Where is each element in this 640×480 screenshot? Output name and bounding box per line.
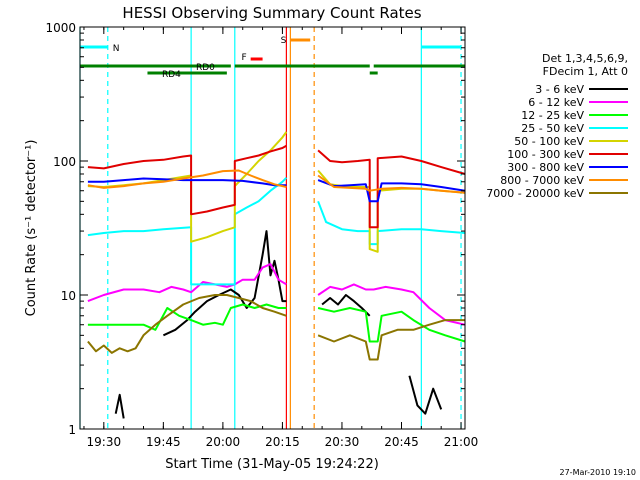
series-line-800-7000-kev-1 [87,169,287,189]
series-300-800-kev [87,177,466,203]
plot-frame [79,26,466,430]
series-line-3-6-kev-2 [162,230,287,337]
x-tick-label: 19:45 [146,435,181,449]
series-line-300-800-kev-2 [317,179,466,203]
series-line-100-300-kev-2 [317,149,466,229]
flag-label-rd4: RD4 [162,70,181,80]
legend-label-12-25-kev: 12 - 25 keV [521,109,584,122]
x-tick-label: 19:30 [87,435,122,449]
series-line-7000-20000-kev-1 [87,294,287,354]
y-tick-label: 100 [53,155,76,169]
series-line-3-6-kev-1 [114,393,125,419]
series-line-6-12-kev-1 [87,263,287,303]
flag-label-f: F [241,53,246,63]
y-tick-label: 10 [61,289,76,303]
legend: Det 1,3,4,5,6,9,FDecim 1, Att 0 3 - 6 keV… [486,52,628,200]
legend-label-25-50-kev: 25 - 50 keV [521,122,584,135]
series-line-25-50-kev-2 [317,200,466,246]
series-800-7000-kev [87,169,466,194]
series-6-12-kev [87,263,466,326]
series-25-50-kev [87,177,466,286]
series-line-300-800-kev-1 [87,177,287,187]
y-axis-ticks: 1 10 100 1000 [45,21,465,437]
legend-label-3-6-kev: 3 - 6 keV [535,83,584,96]
x-axis-ticks: 19:30 19:45 20:00 20:15 20:30 20:45 21:00 [83,27,479,449]
x-tick-label: 20:15 [265,435,300,449]
legend-header-1: Det 1,3,4,5,6,9, [542,52,628,65]
y-tick-label: 1 [68,423,76,437]
series-100-300-kev [87,144,466,229]
legend-label-50-100-kev: 50 - 100 keV [514,135,584,148]
legend-label-800-7000-kev: 800 - 7000 keV [500,174,584,187]
x-axis-label: Start Time (31-May-05 19:24:22) [165,457,379,472]
legend-label-6-12-kev: 6 - 12 keV [528,96,584,109]
series-12-25-kev [87,303,466,343]
plot-content [79,27,466,429]
flag-label-n: N [113,44,120,54]
flag-label-rd0: RD0 [196,63,215,73]
series-line-12-25-kev-2 [317,307,466,343]
y-axis-label: Count Rate (s⁻¹ detector⁻¹) [24,140,39,317]
series-line-800-7000-kev-2 [317,174,466,194]
legend-label-300-800-kev: 300 - 800 keV [507,161,584,174]
x-tick-label: 20:30 [325,435,360,449]
footer-date: 27-Mar-2010 19:10 [560,468,637,477]
series-line-3-6-kev-4 [408,375,443,415]
series-line-7000-20000-kev-2 [317,319,465,361]
series-7000-20000-kev [87,294,465,361]
flag-labels: N RD0 RD4 F S [113,36,287,80]
legend-header-2: FDecim 1, Att 0 [543,65,628,78]
x-tick-label: 21:00 [444,435,479,449]
x-tick-label: 20:45 [384,435,419,449]
series-line-100-300-kev-1 [87,144,287,216]
legend-label-100-300-kev: 100 - 300 keV [507,148,584,161]
y-tick-label: 1000 [45,21,76,35]
series-3-6-kev [114,230,443,419]
x-tick-label: 20:00 [206,435,241,449]
series-line-3-6-kev-3 [321,294,371,317]
legend-label-7000-20000-kev: 7000 - 20000 keV [486,187,584,200]
series-line-12-25-kev-1 [87,303,287,331]
flag-label-s: S [281,36,287,46]
series-line-25-50-kev-1 [87,177,288,286]
series-line-6-12-kev-2 [317,283,466,326]
chart-title: HESSI Observing Summary Count Rates [122,4,421,22]
